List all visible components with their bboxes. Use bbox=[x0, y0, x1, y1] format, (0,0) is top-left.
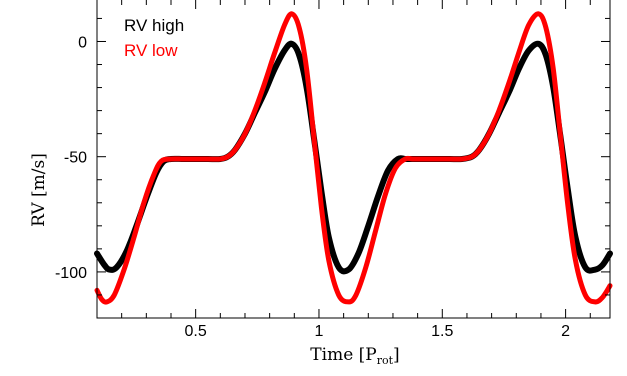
legend-entry-rv-low: RV low bbox=[124, 41, 178, 60]
axes-layer: 0.5 1 1.5 2 0 -50 -100 bbox=[55, 0, 611, 340]
series-layer bbox=[94, 11, 613, 305]
x-tick-label: 0.5 bbox=[185, 323, 207, 340]
y-tick-label: -100 bbox=[55, 265, 87, 282]
plot-frame bbox=[96, 0, 611, 319]
x-axis-label-sub: rot bbox=[377, 354, 394, 367]
x-tick-label: 1.5 bbox=[431, 323, 453, 340]
y-tick-label: -50 bbox=[64, 150, 87, 167]
series-line-rv-low bbox=[94, 11, 613, 305]
legend: RV high RV low bbox=[124, 16, 184, 60]
x-axis-label-close: ] bbox=[393, 345, 400, 365]
y-axis-label: RV [m/s] bbox=[29, 153, 49, 227]
x-axis-label: Time [Prot] bbox=[310, 345, 399, 367]
x-tick-label: 2 bbox=[561, 323, 570, 340]
y-tick-label: 0 bbox=[78, 34, 87, 51]
x-tick-label: 1 bbox=[315, 323, 324, 340]
legend-entry-rv-high: RV high bbox=[124, 16, 184, 35]
x-axis-label-main: Time [P bbox=[310, 345, 376, 365]
